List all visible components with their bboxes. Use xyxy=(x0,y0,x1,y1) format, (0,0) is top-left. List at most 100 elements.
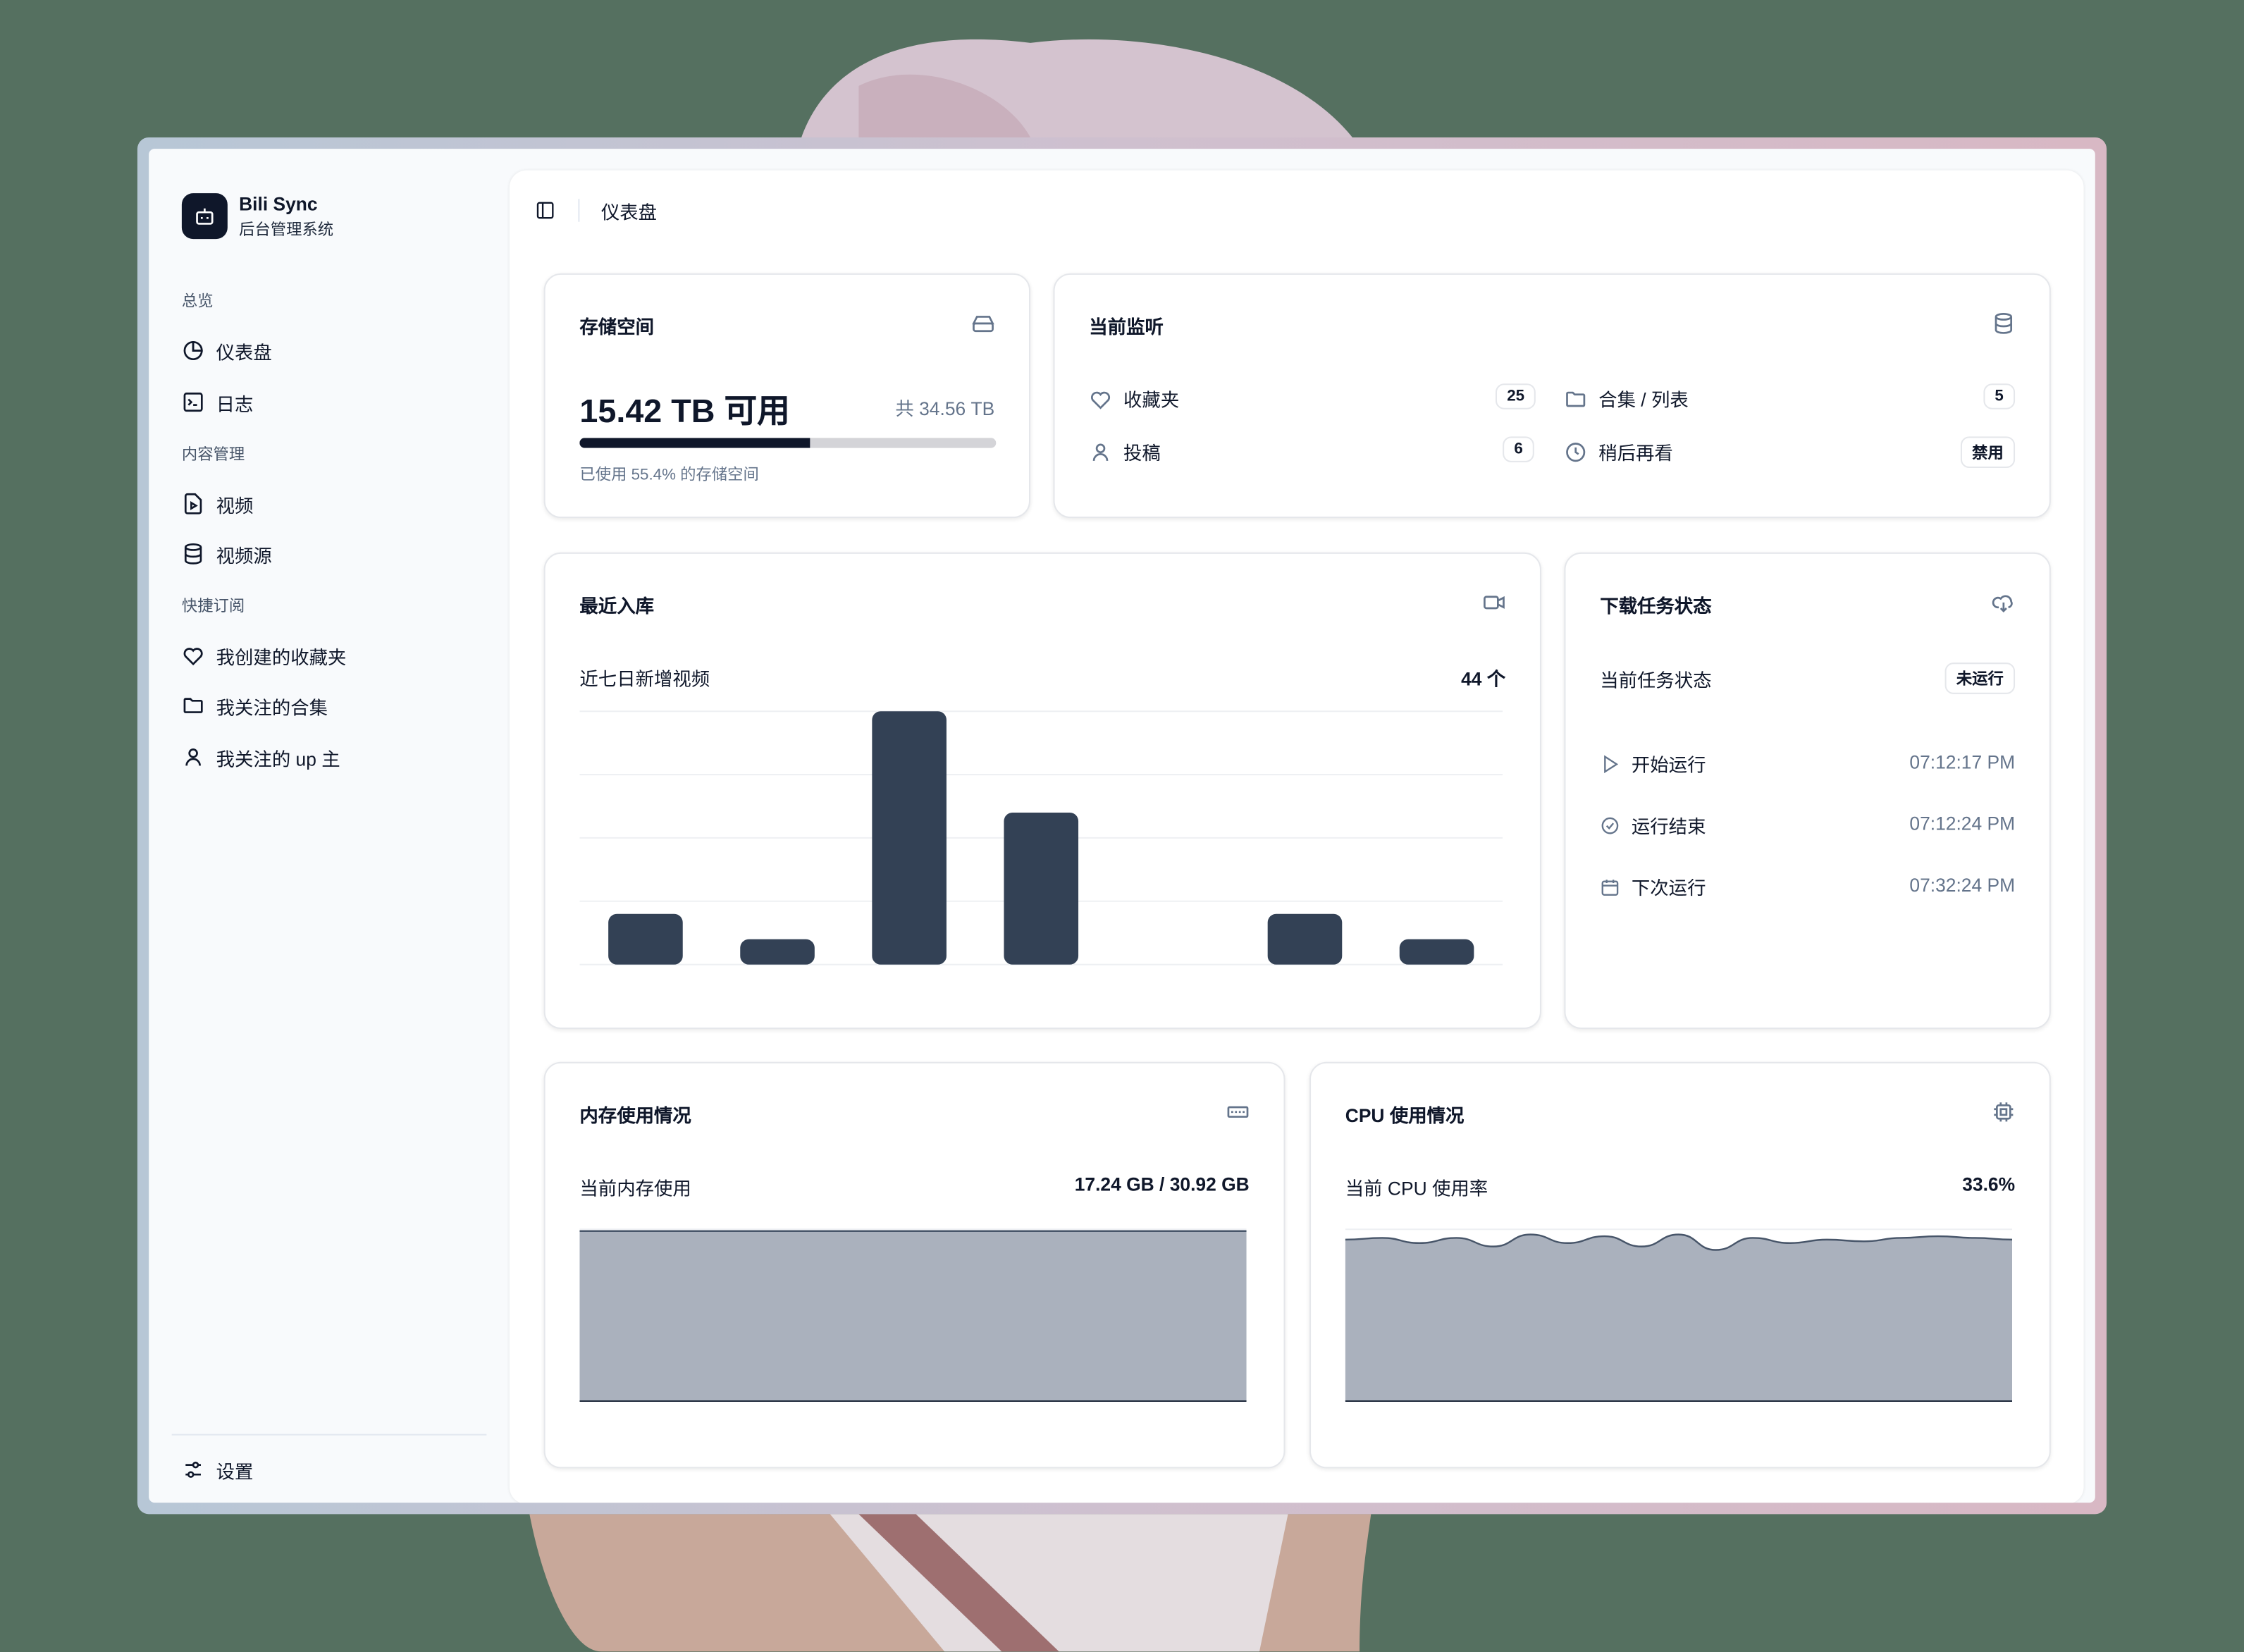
storage-card: 存储空间 15.42 TB 可用 共 34.56 TB 已使用 55.4% 的存… xyxy=(543,273,1031,519)
file-video-icon xyxy=(184,493,202,514)
group-label: 内容管理 xyxy=(181,446,245,464)
main-panel: 仪表盘 存储空间 15.42 TB 可用 共 34.56 TB 已使用 55.4… xyxy=(509,170,2084,1503)
download-card: 下载任务状态 当前任务状态 未运行 开始运行 07:12:17 PM 运行结束 … xyxy=(1564,552,2051,1030)
bot-logo-icon xyxy=(181,193,228,240)
divider xyxy=(171,1434,487,1436)
card-title: 存储空间 xyxy=(579,316,655,338)
area-fill xyxy=(579,1231,1247,1401)
count-badge: 6 xyxy=(1503,436,1535,462)
cpu-label: 当前 CPU 使用率 xyxy=(1345,1178,1488,1200)
sidebar-item-label: 仪表盘 xyxy=(216,341,272,363)
app-window: Bili Sync 后台管理系统 总览 仪表盘 日志 内容管理 视频 视频源 快… xyxy=(137,137,2107,1515)
sidebar-item-favorites[interactable]: 我创建的收藏夹 xyxy=(182,639,482,673)
monitor-label: 稍后再看 xyxy=(1598,442,1673,464)
sidebar-item-label: 视频源 xyxy=(216,544,272,567)
card-title: 当前监听 xyxy=(1089,316,1164,338)
sidebar-item-uploaders[interactable]: 我关注的 up 主 xyxy=(182,740,482,775)
recent-count: 44 个 xyxy=(1461,668,1506,690)
database-icon xyxy=(1995,313,2013,334)
sidebar: Bili Sync 后台管理系统 总览 仪表盘 日志 内容管理 视频 视频源 快… xyxy=(149,149,510,1503)
recent-subtitle: 近七日新增视频 xyxy=(579,668,710,690)
storage-progress-fill xyxy=(579,438,810,448)
cpu-area-chart xyxy=(1345,1228,2013,1402)
monitor-label: 投稿 xyxy=(1123,442,1161,464)
bar xyxy=(608,913,683,965)
sidebar-item-logs[interactable]: 日志 xyxy=(182,385,482,419)
end-time: 07:12:24 PM xyxy=(1909,813,2016,834)
group-label: 快捷订阅 xyxy=(181,598,245,616)
row-label: 下次运行 xyxy=(1631,877,1706,899)
storage-progress-bar xyxy=(579,438,997,448)
status-label: 当前任务状态 xyxy=(1600,670,1712,691)
monitor-item-watch-later[interactable]: 稍后再看 xyxy=(1564,438,1673,465)
status-badge: 未运行 xyxy=(1944,662,2016,694)
user-icon xyxy=(185,748,201,766)
recent-card: 最近入库 近七日新增视频 44 个 xyxy=(543,552,1541,1030)
sidebar-item-collections[interactable]: 我关注的合集 xyxy=(182,689,482,723)
folder-icon xyxy=(183,698,203,713)
start-time: 07:12:17 PM xyxy=(1909,751,2016,773)
area-fill xyxy=(1345,1234,2013,1401)
bar xyxy=(1004,812,1079,965)
status-badge: 禁用 xyxy=(1960,436,2016,469)
sidebar-item-dashboard[interactable]: 仪表盘 xyxy=(182,333,482,368)
settings-label: 设置 xyxy=(216,1460,254,1482)
cpu-value: 33.6% xyxy=(1962,1173,2016,1195)
sidebar-item-label: 日志 xyxy=(216,393,254,414)
bar xyxy=(740,939,815,965)
monitor-item-uploads[interactable]: 投稿 xyxy=(1089,438,1161,465)
card-title: 内存使用情况 xyxy=(579,1104,691,1127)
sidebar-item-label: 我关注的合集 xyxy=(216,696,328,718)
pie-chart-icon xyxy=(183,340,203,360)
sidebar-toggle-icon[interactable] xyxy=(535,200,555,220)
check-circle-icon xyxy=(1601,816,1619,834)
sidebar-item-videos[interactable]: 视频 xyxy=(182,486,482,521)
heart-icon xyxy=(183,648,203,666)
database-icon xyxy=(184,543,202,565)
storage-used-text: 已使用 55.4% 的存储空间 xyxy=(579,466,759,484)
storage-total: 共 34.56 TB xyxy=(895,397,995,419)
heart-icon xyxy=(1091,390,1111,409)
breadcrumb: 仪表盘 xyxy=(600,202,658,223)
end-row: 运行结束 xyxy=(1600,811,1706,839)
monitor-card: 当前监听 收藏夹 25 合集 / 列表 5 投稿 6 稍后再看 禁用 xyxy=(1053,273,2051,519)
group-label: 总览 xyxy=(181,293,214,311)
monitor-item-favorites[interactable]: 收藏夹 xyxy=(1089,385,1179,412)
folder-icon xyxy=(1566,390,1586,407)
app-name: Bili Sync xyxy=(239,193,318,215)
bar xyxy=(872,711,947,965)
count-badge: 5 xyxy=(1983,383,2016,409)
memory-stick-icon xyxy=(1227,1106,1249,1118)
app-subtitle: 后台管理系统 xyxy=(239,221,334,240)
storage-available: 15.42 TB 可用 xyxy=(579,392,790,430)
memory-label: 当前内存使用 xyxy=(579,1178,691,1200)
row-label: 开始运行 xyxy=(1631,754,1706,776)
monitor-item-collections[interactable]: 合集 / 列表 xyxy=(1564,385,1689,412)
settings-sliders-icon xyxy=(185,1461,201,1478)
divider xyxy=(578,199,580,222)
memory-value: 17.24 GB / 30.92 GB xyxy=(1074,1173,1250,1195)
card-title: 下载任务状态 xyxy=(1600,595,1712,617)
sidebar-item-label: 视频 xyxy=(216,494,254,517)
clock-icon xyxy=(1566,442,1586,462)
cpu-icon xyxy=(1994,1102,2014,1122)
card-title: CPU 使用情况 xyxy=(1345,1104,1465,1127)
sidebar-item-video-sources[interactable]: 视频源 xyxy=(182,536,482,571)
next-time: 07:32:24 PM xyxy=(1909,874,2016,896)
cpu-card: CPU 使用情况 当前 CPU 使用率 33.6% xyxy=(1309,1061,2051,1469)
bar xyxy=(1399,939,1474,965)
next-row: 下次运行 xyxy=(1600,873,1706,901)
card-title: 最近入库 xyxy=(579,595,655,617)
sidebar-item-label: 我关注的 up 主 xyxy=(216,747,340,770)
count-badge: 25 xyxy=(1495,383,1536,409)
bar xyxy=(1267,913,1343,965)
calendar-icon xyxy=(1601,879,1619,895)
start-row: 开始运行 xyxy=(1600,750,1706,777)
cloud-download-icon xyxy=(1992,595,2013,612)
sidebar-item-settings[interactable]: 设置 xyxy=(182,1453,482,1487)
area-line xyxy=(1345,1233,2013,1251)
terminal-icon xyxy=(183,393,203,412)
bar-chart xyxy=(579,710,1503,966)
monitor-label: 合集 / 列表 xyxy=(1598,389,1689,411)
